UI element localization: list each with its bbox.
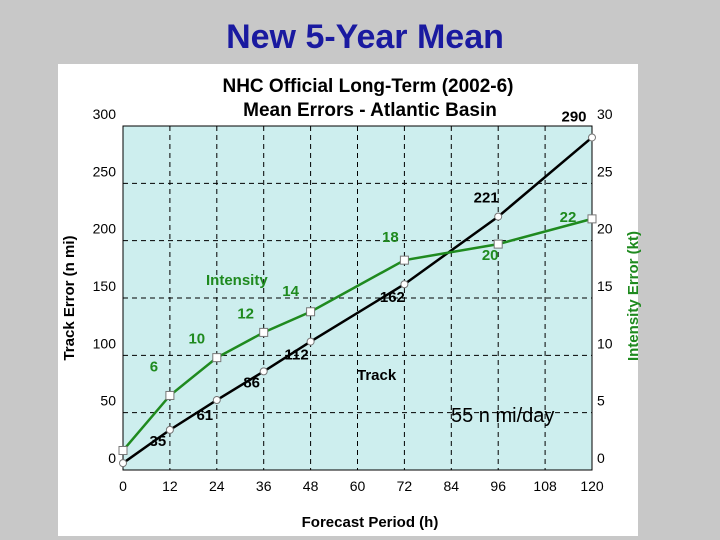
series-line-track (122, 136, 593, 465)
x-tick-label: 12 (162, 478, 178, 494)
data-label: 10 (188, 331, 205, 348)
series-line-intensity (122, 217, 593, 452)
x-tick-label: 36 (256, 478, 272, 494)
track-point (165, 425, 174, 434)
y-right-tick-labels: 0 5 10 15 20 25 30 (597, 106, 613, 466)
x-tick-labels: 0 12 24 36 48 60 72 84 96 108 120 (119, 478, 604, 494)
x-tick-label: 0 (119, 478, 127, 494)
y-left-tick-label: 300 (93, 106, 117, 122)
series-name-track: Track (357, 367, 397, 384)
track-point (212, 396, 221, 405)
y-left-tick-label: 200 (93, 221, 117, 237)
data-label: 20 (482, 247, 499, 264)
intensity-point (493, 239, 503, 249)
chart-title: NHC Official Long-Term (2002-6) (222, 76, 513, 97)
x-tick-label: 96 (490, 478, 506, 494)
x-tick-label: 60 (350, 478, 366, 494)
x-tick-label: 72 (397, 478, 413, 494)
y-left-tick-labels: 0 50 100 150 200 250 300 (93, 106, 117, 466)
y-left-tick-label: 50 (100, 393, 116, 409)
y-left-axis-label: Track Error (n mi) (61, 235, 78, 360)
data-label: 221 (474, 190, 499, 207)
x-tick-label: 84 (444, 478, 460, 494)
y-left-tick-label: 250 (93, 163, 117, 179)
intensity-point (259, 327, 269, 337)
y-right-tick-label: 25 (597, 163, 613, 179)
x-axis-label: Forecast Period (h) (302, 514, 439, 531)
data-label: 35 (150, 433, 167, 450)
track-point (119, 459, 127, 468)
data-label: 61 (196, 407, 213, 424)
series-layer: 35 61 86 112 162 221 290 6 10 12 14 18 20 22 (118, 108, 597, 468)
data-label: 112 (284, 347, 308, 364)
y-left-tick-label: 150 (93, 278, 117, 294)
y-right-tick-label: 30 (597, 106, 613, 122)
y-right-tick-label: 5 (597, 393, 605, 409)
x-tick-label: 120 (580, 478, 604, 494)
data-label: 12 (237, 305, 254, 322)
x-tick-label: 108 (533, 478, 557, 494)
intensity-point (212, 353, 222, 363)
data-label: 6 (150, 358, 158, 375)
y-right-tick-label: 15 (597, 278, 613, 294)
data-label: 86 (243, 374, 260, 391)
series-name-intensity: Intensity (206, 272, 268, 289)
y-right-tick-label: 10 (597, 335, 613, 351)
data-label: 162 (380, 289, 405, 306)
track-point (400, 280, 409, 289)
track-point (306, 337, 315, 346)
intensity-point (165, 390, 175, 400)
y-right-tick-label: 20 (597, 221, 613, 237)
data-label: 290 (561, 108, 586, 125)
intensity-point (306, 307, 316, 317)
annotation-rate: 55 n mi/day (451, 405, 554, 427)
x-tick-label: 48 (303, 478, 319, 494)
y-left-tick-label: 100 (93, 335, 117, 351)
y-left-tick-label: 0 (108, 450, 116, 466)
track-point (494, 212, 503, 221)
y-right-tick-label: 0 (597, 450, 605, 466)
grid (123, 126, 592, 470)
chart-subtitle: Mean Errors - Atlantic Basin (243, 100, 497, 121)
intensity-point (399, 255, 409, 265)
track-point (588, 133, 596, 142)
data-label: 22 (560, 209, 577, 226)
slide-title: New 5-Year Mean (226, 18, 504, 56)
data-label: 18 (382, 229, 399, 246)
x-tick-label: 24 (209, 478, 225, 494)
intensity-point (587, 214, 597, 224)
track-point (259, 367, 268, 376)
data-label: 14 (282, 283, 299, 300)
intensity-point (118, 446, 128, 456)
y-right-axis-label: Intensity Error (kt) (625, 231, 642, 361)
